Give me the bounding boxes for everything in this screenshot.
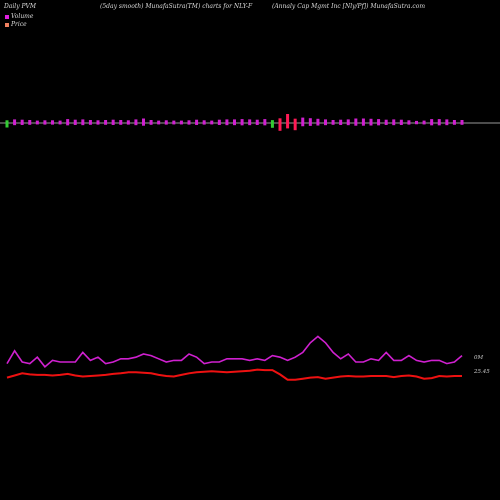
volume-bar [407, 120, 411, 125]
price-end-label: 25.45 [474, 369, 490, 375]
volume-bar [119, 120, 123, 125]
volume-bar [51, 120, 54, 125]
volume-bar [339, 119, 343, 125]
volume-bar [142, 118, 145, 126]
volume-bar [172, 120, 176, 125]
volume-bar [445, 119, 449, 126]
volume-bar [104, 120, 108, 125]
volume-bar [430, 119, 434, 126]
volume-bar [316, 118, 320, 126]
volume-bar [248, 119, 252, 126]
volume-bar [452, 120, 456, 125]
volume-bar [286, 114, 290, 129]
volume-bar [164, 120, 168, 125]
volume-bar [202, 120, 206, 125]
volume-bar [377, 119, 381, 126]
volume-bar [5, 120, 9, 128]
volume-bar [81, 119, 85, 126]
volume-bar [392, 119, 396, 126]
volume-bar [354, 118, 358, 126]
volume-bar [369, 118, 373, 126]
volume-bar [13, 119, 17, 126]
legend-volume-label: Volume [11, 13, 34, 20]
legend-price: Price [5, 21, 27, 28]
volume-bar [361, 118, 365, 126]
volume-bar [331, 120, 335, 125]
volume-bar [384, 119, 388, 125]
volume-smooth-line [6, 335, 463, 368]
legend-price-swatch [5, 22, 9, 27]
volume-bar [157, 120, 161, 125]
volume-bar [73, 119, 77, 125]
volume-bar [134, 119, 138, 126]
volume-bar [399, 119, 403, 125]
volume-bar [179, 120, 183, 125]
volume-bar [88, 120, 92, 125]
chart-header-title: (5day smooth) MunafaSutra(TM) charts for… [100, 3, 253, 10]
volume-bar [195, 119, 199, 125]
volume-bar [28, 120, 32, 125]
legend-price-label: Price [11, 21, 27, 28]
volume-bar [255, 119, 259, 125]
chart-header-source: (Annaly Cap Mgmt Inc [Nly/Pf]) MunafaSut… [272, 3, 426, 10]
volume-bar [437, 119, 441, 126]
volume-bar [58, 120, 62, 125]
volume-bar [210, 120, 214, 125]
volume-bar [422, 120, 426, 125]
volume-bar [43, 120, 47, 125]
volume-bar [460, 120, 464, 125]
volume-bar [225, 119, 229, 126]
price-line [6, 368, 462, 381]
chart-header-left: Daily PVM [4, 3, 37, 10]
volume-bar [111, 119, 115, 125]
volume-bar [96, 120, 100, 125]
volume-bar [415, 120, 418, 125]
volume-bar [217, 119, 221, 125]
volume-bar [308, 118, 312, 126]
volume-bar [20, 119, 24, 125]
legend-volume-swatch [5, 14, 9, 19]
volume-bar [126, 120, 130, 125]
volume-end-label: 0M [474, 355, 484, 361]
volume-bar [270, 120, 274, 128]
volume-bar [293, 118, 297, 131]
volume-bar [346, 119, 350, 126]
volume-bar [233, 119, 236, 126]
volume-bar [278, 118, 282, 131]
volume-bar [263, 119, 267, 126]
volume-bar [149, 120, 153, 125]
legend-volume: Volume [5, 13, 33, 20]
volume-bar [240, 119, 244, 126]
volume-bar [324, 119, 327, 126]
volume-bar [301, 117, 305, 127]
volume-bar [66, 119, 70, 126]
volume-bar [187, 120, 191, 125]
volume-bar [35, 120, 39, 125]
